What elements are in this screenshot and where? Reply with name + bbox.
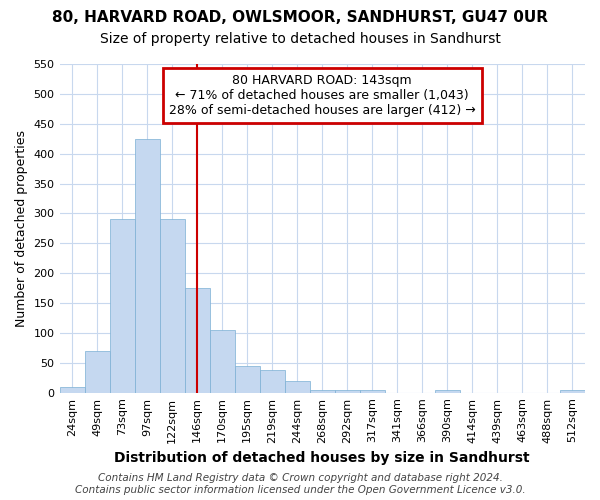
Bar (285, 380, 310, 392)
Bar (134, 138, 160, 392)
Text: 80, HARVARD ROAD, OWLSMOOR, SANDHURST, GU47 0UR: 80, HARVARD ROAD, OWLSMOOR, SANDHURST, G… (52, 10, 548, 25)
Bar (209, 330, 235, 392)
Bar (560, 390, 585, 392)
X-axis label: Distribution of detached houses by size in Sandhurst: Distribution of detached houses by size … (115, 451, 530, 465)
Bar (235, 366, 260, 392)
Bar (185, 288, 209, 393)
Bar (59, 386, 85, 392)
Bar (160, 220, 185, 392)
Bar (260, 370, 285, 392)
Text: Size of property relative to detached houses in Sandhurst: Size of property relative to detached ho… (100, 32, 500, 46)
Text: 80 HARVARD ROAD: 143sqm
← 71% of detached houses are smaller (1,043)
28% of semi: 80 HARVARD ROAD: 143sqm ← 71% of detache… (169, 74, 476, 117)
Bar (335, 390, 360, 392)
Bar (360, 390, 385, 392)
Bar (110, 220, 134, 392)
Bar (310, 390, 335, 392)
Text: Contains HM Land Registry data © Crown copyright and database right 2024.
Contai: Contains HM Land Registry data © Crown c… (74, 474, 526, 495)
Y-axis label: Number of detached properties: Number of detached properties (15, 130, 28, 327)
Bar (435, 390, 460, 392)
Bar (85, 351, 110, 393)
